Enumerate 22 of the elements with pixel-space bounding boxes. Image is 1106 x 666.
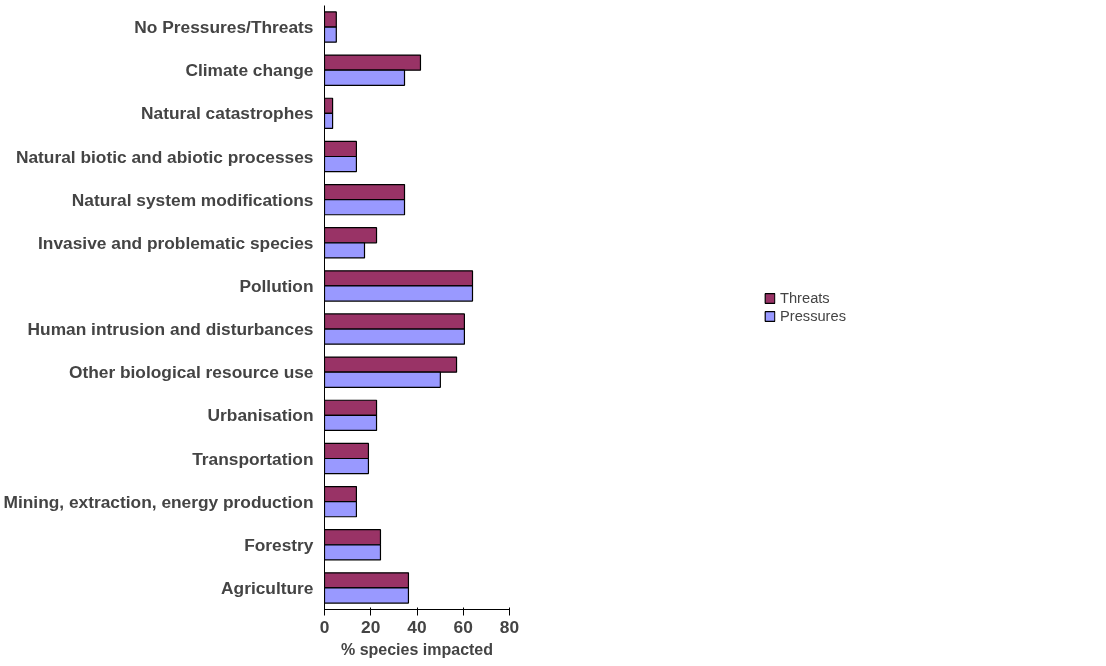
y-tick-label: No Pressures/Threats [134, 17, 314, 38]
x-tick-label: 80 [499, 616, 520, 637]
x-tick-label: 0 [319, 616, 330, 637]
y-tick-label: Pollution [239, 275, 314, 296]
x-tick-label: 20 [361, 616, 381, 637]
y-tick-label: Urbanisation [207, 405, 314, 426]
y-tick-label: Transportation [192, 448, 314, 469]
y-tick-label: Human intrusion and disturbances [27, 319, 314, 340]
y-tick-label: Agriculture [221, 577, 314, 598]
y-tick-label: Mining, extraction, energy production [3, 491, 314, 512]
x-tick-label: 40 [407, 616, 427, 637]
x-axis-title: % species impacted [340, 640, 494, 658]
y-tick-label: Other biological resource use [68, 362, 314, 383]
legend-label: Threats [780, 290, 830, 306]
x-tick-label: 60 [453, 616, 473, 637]
y-tick-label: Climate change [185, 60, 314, 81]
y-tick-label: Forestry [244, 534, 314, 555]
y-tick-label: Natural catastrophes [141, 103, 314, 124]
legend-label: Pressures [780, 308, 846, 324]
y-tick-label: Invasive and problematic species [38, 232, 314, 253]
y-tick-label: Natural biotic and abiotic processes [15, 146, 314, 167]
y-tick-label: Natural system modifications [71, 189, 314, 210]
